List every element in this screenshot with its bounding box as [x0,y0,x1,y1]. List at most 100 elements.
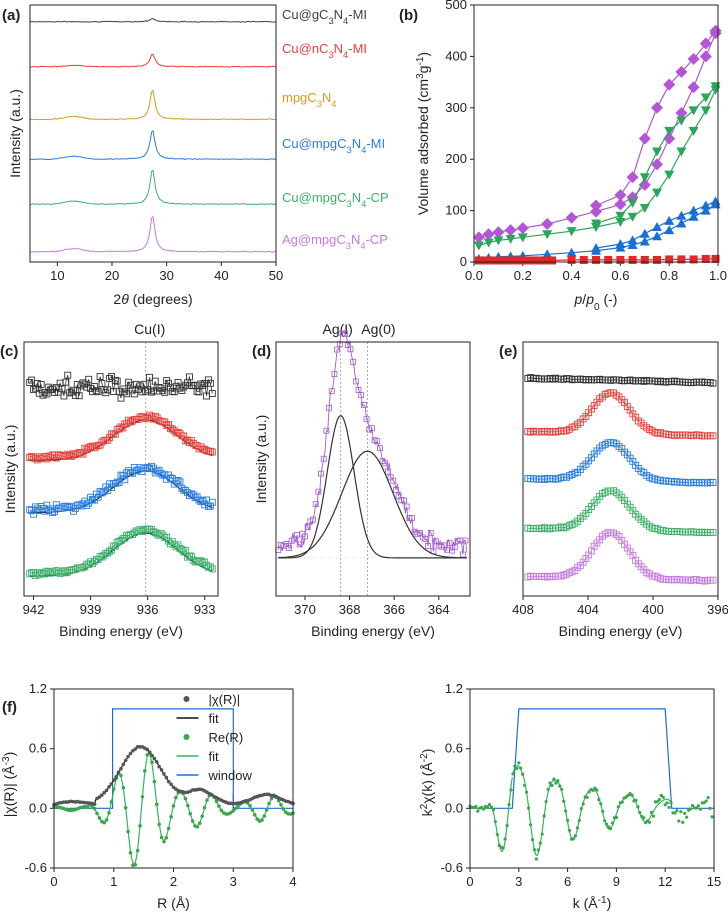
data-point [446,540,453,546]
data-point [43,501,51,509]
data-point [113,538,121,546]
data-point [147,462,155,470]
data-point [651,814,656,818]
data-point [197,821,202,825]
data-point [685,815,689,819]
panel-f-left: 0 1 2 3 4 -0.6 0.0 0.6 1.2 R (Å) |χ(R)| (Å-3) (f) |χ… [1,681,297,911]
x-tick-label: 396 [707,602,728,617]
data-point [342,330,349,337]
isotherm-desorption-line [595,30,717,207]
legend-marker [183,734,190,740]
data-point [191,494,199,502]
data-point [615,211,626,221]
xrd-series-line [29,53,277,68]
data-point [119,424,127,432]
data-point [157,417,165,425]
data-point [628,255,637,264]
data-point [523,783,527,787]
data-point [642,816,646,820]
x-axis-title: 2θ (degrees) [113,291,192,307]
data-point [157,469,165,477]
x-axis-title: k (Å-1) [573,895,612,912]
legend-entry: Cu@mpgC3N4-MI [282,136,385,155]
data-point [123,758,128,763]
data-point [269,796,274,801]
data-point [104,818,109,822]
data-point [75,392,83,400]
data-point [97,816,102,820]
legend-entry: Cu@mpgC3N4-CP [282,190,389,209]
data-point [626,171,639,184]
data-point [315,488,322,495]
data-point [138,824,142,828]
data-point [178,387,186,394]
data-point [652,188,662,198]
data-point [71,391,79,399]
data-point [126,829,130,834]
data-point [627,240,638,250]
data-point [281,807,286,811]
data-point [128,531,136,538]
isotherm-desorption-line [595,85,717,224]
data-point [700,205,711,215]
data-point [197,557,205,565]
x-axis-title: Binding energy (eV) [559,623,683,639]
label-part: ) [415,52,431,57]
data-point [700,106,711,116]
x-tick-label: 1.0 [709,268,727,283]
label-part: Cu@nC [282,41,328,56]
label-part: g [415,66,431,74]
data-point [166,779,171,784]
label-part: 2 [419,803,430,809]
data-point [516,222,529,235]
y-tick-label: -0.6 [25,860,47,875]
data-point [255,817,259,821]
x-tick-label: 366 [383,602,405,617]
data-point [92,387,100,395]
data-point [214,799,219,804]
data-point [710,815,714,819]
label-part: -1 [415,56,426,65]
data-point [525,790,529,794]
data-point [647,820,652,824]
x-tick-label: 942 [23,602,45,617]
label-part: mpgC [282,90,317,105]
data-point [33,380,41,387]
data-point [89,560,96,568]
data-point [121,762,126,767]
spectrum-line [277,329,468,555]
data-point [202,805,207,810]
data-point [279,803,283,807]
x-tick-label: 9 [613,874,620,889]
x-tick-label: 20 [105,268,119,283]
label-part: N [322,90,331,105]
data-point [143,769,147,773]
data-point [95,811,99,816]
data-point [161,388,169,396]
data-point [657,798,661,802]
data-point [312,501,319,508]
data-point [689,255,698,264]
data-point [497,843,501,847]
data-point [652,222,662,232]
data-point [485,805,490,809]
data-point [521,772,525,776]
data-point [390,477,397,484]
data-point [153,467,161,475]
data-point [172,382,180,390]
data-point [262,814,267,818]
data-point [700,93,711,103]
data-point [90,804,95,809]
data-point [146,465,153,473]
data-point [75,501,83,509]
data-point [360,402,367,408]
data-point [540,256,549,265]
data-point [653,255,661,264]
label-part: 4 [331,99,336,109]
label-part: ) [607,895,612,911]
y-tick-label: 400 [445,48,467,63]
data-point [111,376,119,384]
panel-label: (a) [2,7,20,24]
label-part: N [334,41,343,56]
data-point [676,218,687,228]
